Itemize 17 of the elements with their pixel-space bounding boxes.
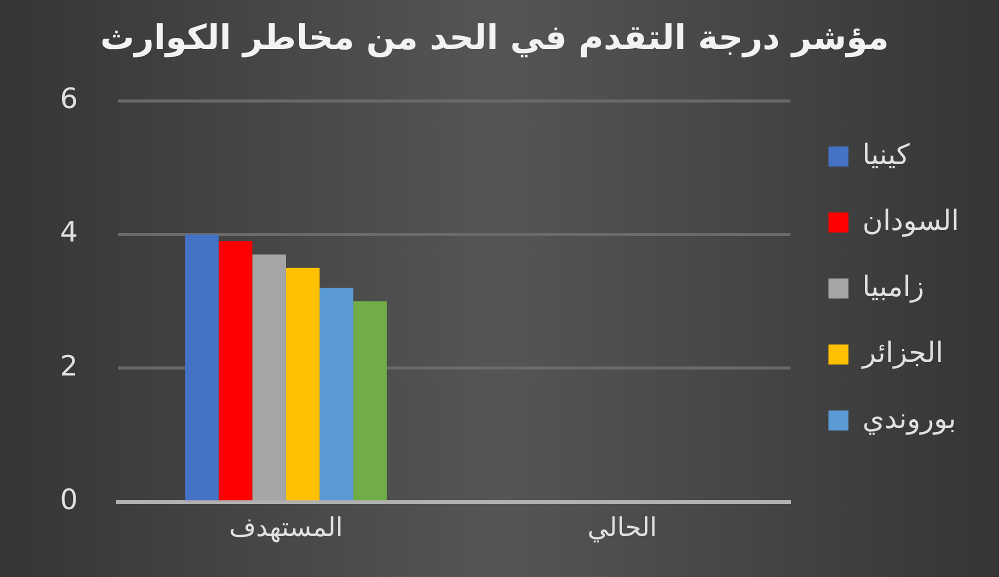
bar <box>353 301 387 500</box>
legend-label: زامبيا <box>862 270 924 303</box>
x-tick-label: الحالي <box>588 513 658 544</box>
y-tick-label: 2 <box>60 349 78 382</box>
chart-title: مؤشر درجة التقدم في الحد من مخاطر الكوارث <box>100 18 889 58</box>
bar <box>218 241 252 500</box>
x-tick-label: المستهدف <box>229 513 343 544</box>
y-tick-label: 0 <box>60 483 78 516</box>
legend-label: كينيا <box>862 138 910 171</box>
legend-label: الجزائر <box>860 336 944 369</box>
legend-label: بوروندي <box>862 402 956 435</box>
bar <box>286 268 320 500</box>
bar <box>185 234 219 500</box>
y-tick-label: 4 <box>60 216 78 249</box>
legend-label: السودان <box>862 204 960 237</box>
bar <box>320 288 354 500</box>
y-tick-label: 6 <box>60 82 78 116</box>
